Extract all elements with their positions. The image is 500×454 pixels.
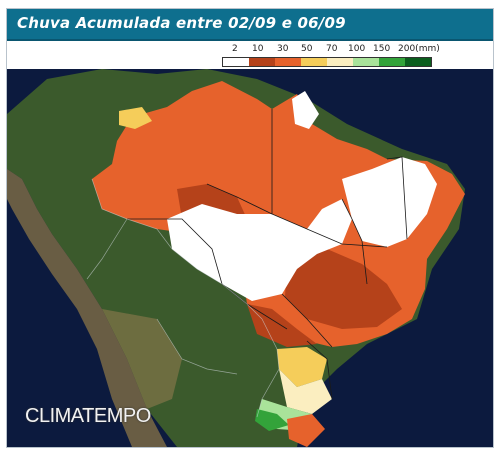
legend-swatch-30 — [275, 58, 301, 66]
legend-label-2: 2 — [232, 44, 238, 54]
legend: 2 10 30 50 70 100 150 200(mm) — [7, 41, 493, 69]
legend-label-100: 100 — [348, 44, 366, 54]
country-borders — [86, 178, 280, 418]
legend-swatch-2 — [223, 58, 249, 66]
legend-color-bar — [222, 57, 432, 67]
legend-swatch-50 — [301, 58, 327, 66]
state-borders — [127, 109, 408, 400]
dry-area-northeast — [342, 157, 437, 247]
legend-label-10: 10 — [252, 44, 264, 54]
rain-10-30mm-south — [287, 414, 325, 447]
dry-area-central — [167, 199, 352, 301]
rain-100-150mm-south — [255, 409, 289, 431]
legend-swatch-10 — [249, 58, 275, 66]
map-svg — [7, 69, 493, 447]
legend-swatch-200 — [405, 58, 431, 66]
legend-label-50: 50 — [301, 44, 313, 54]
rainfall-map — [7, 69, 493, 447]
title-bar: Chuva Acumulada entre 02/09 e 06/09 — [7, 9, 493, 41]
climatempo-logo: CLIMATEMPO — [25, 405, 151, 427]
rain-2-10mm-b — [285, 249, 402, 329]
legend-swatch-70 — [327, 58, 353, 66]
legend-swatch-100 — [353, 58, 379, 66]
rain-30-50mm-north — [119, 107, 152, 129]
dry-area-north — [292, 91, 319, 129]
legend-label-30: 30 — [277, 44, 289, 54]
andes-region — [7, 169, 167, 447]
legend-label-150: 150 — [373, 44, 391, 54]
rain-50-70mm-south — [279, 369, 332, 414]
legend-label-200mm: 200(mm) — [398, 44, 440, 54]
legend-swatch-150 — [379, 58, 405, 66]
map-title: Chuva Acumulada entre 02/09 e 06/09 — [17, 14, 346, 32]
rain-30-50mm-south — [277, 347, 327, 387]
legend-label-70: 70 — [326, 44, 338, 54]
map-frame: Chuva Acumulada entre 02/09 e 06/09 2 10… — [6, 8, 494, 448]
altiplano-region — [102, 309, 182, 409]
